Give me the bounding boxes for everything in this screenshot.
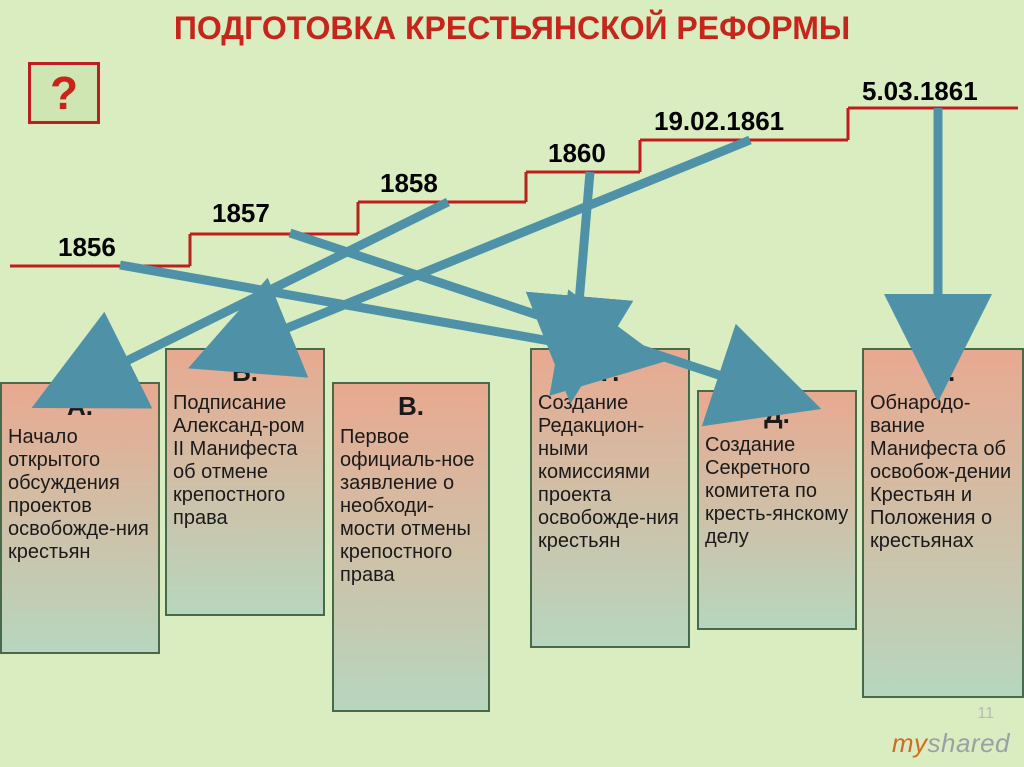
watermark-shared: shared <box>928 728 1011 758</box>
timeline-date: 5.03.1861 <box>862 76 978 107</box>
watermark-my: my <box>892 728 928 758</box>
timeline-date: 1858 <box>380 168 438 199</box>
timeline-date: 1860 <box>548 138 606 169</box>
card-letter: А. <box>8 392 152 422</box>
event-card: Г. Создание Редакцион-ными комиссиями про… <box>530 348 690 648</box>
card-letter: Г. <box>538 358 682 388</box>
timeline-date: 19.02.1861 <box>654 106 784 137</box>
question-mark: ? <box>50 66 78 120</box>
question-box: ? <box>28 62 100 124</box>
card-body: Создание Секретного комитета по кресть-я… <box>705 434 849 549</box>
watermark: myshared <box>892 728 1010 759</box>
card-letter: В. <box>340 392 482 422</box>
card-body: Обнародо-вание Манифеста об освобож-дени… <box>870 392 1016 553</box>
event-card: А. Начало открытого обсуждения проектов о… <box>0 382 160 654</box>
card-body: Создание Редакцион-ными комиссиями проек… <box>538 392 682 553</box>
page-number: 11 <box>977 705 994 723</box>
card-body: Начало открытого обсуждения проектов осв… <box>8 426 152 564</box>
card-body: Первое официаль-ное заявление о необходи… <box>340 426 482 587</box>
timeline-date: 1857 <box>212 198 270 229</box>
card-letter: Б. <box>173 358 317 388</box>
slide-title: ПОДГОТОВКА КРЕСТЬЯНСКОЙ РЕФОРМЫ <box>0 10 1024 47</box>
event-card: Д. Создание Секретного комитета по кресть… <box>697 390 857 630</box>
card-body: Подписание Александ-ром II Манифеста об … <box>173 392 317 530</box>
timeline-date: 1856 <box>58 232 116 263</box>
event-card: Е. Обнародо-вание Манифеста об освобож-де… <box>862 348 1024 698</box>
event-card: Б. Подписание Александ-ром II Манифеста о… <box>165 348 325 616</box>
card-letter: Д. <box>705 400 849 430</box>
card-letter: Е. <box>870 358 1016 388</box>
event-card: В. Первое официаль-ное заявление о необхо… <box>332 382 490 712</box>
